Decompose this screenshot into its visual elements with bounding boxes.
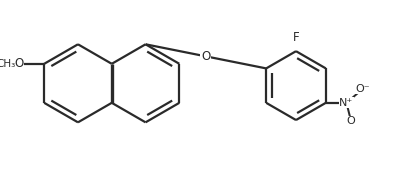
Text: O: O	[14, 57, 24, 70]
Text: O⁻: O⁻	[355, 84, 370, 94]
Text: N⁺: N⁺	[339, 98, 354, 108]
Text: CH₃: CH₃	[0, 59, 15, 69]
Text: O: O	[347, 116, 356, 126]
Text: F: F	[293, 31, 299, 44]
Text: O: O	[201, 50, 211, 63]
